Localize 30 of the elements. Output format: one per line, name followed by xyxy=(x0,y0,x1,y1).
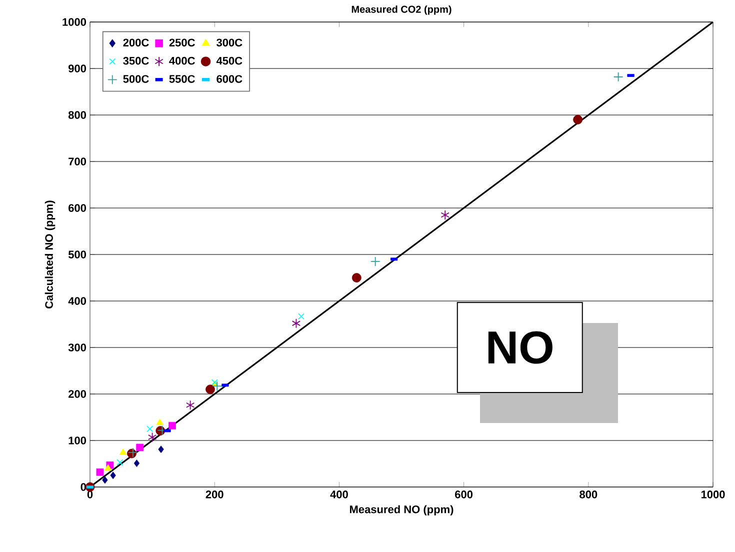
x-tick-label: 0 xyxy=(87,490,93,498)
legend-label: 550C xyxy=(169,75,195,83)
legend-label: 350C xyxy=(123,56,149,65)
x-tick-label: 400 xyxy=(330,490,348,498)
legend-label: 600C xyxy=(216,75,242,83)
legend-label: 500C xyxy=(123,75,149,83)
y-tick-label: 300 xyxy=(68,344,86,352)
y-axis-title: Calculated NO (ppm) xyxy=(44,200,56,308)
chart-title: Measured CO2 (ppm) xyxy=(352,5,452,15)
y-tick-label: 700 xyxy=(68,158,86,166)
x-tick-label: 1000 xyxy=(701,490,725,498)
y-tick-label: 200 xyxy=(68,390,86,398)
x-axis-title: Measured NO (ppm) xyxy=(350,505,454,516)
y-tick-label: 900 xyxy=(68,64,86,72)
y-tick-label: 100 xyxy=(68,436,86,444)
y-tick-label: 1000 xyxy=(62,18,86,26)
y-tick-label: 400 xyxy=(68,297,86,305)
x-tick-label: 600 xyxy=(455,490,473,498)
legend-label: 300C xyxy=(216,38,242,47)
y-tick-label: 500 xyxy=(68,250,86,258)
x-tick-label: 800 xyxy=(580,490,598,498)
legend-label: 450C xyxy=(216,56,242,65)
legend-label: 200C xyxy=(123,38,149,46)
annotation: NO xyxy=(488,331,552,364)
legend-label: 400C xyxy=(169,56,195,65)
legend-label: 250C xyxy=(169,38,195,46)
y-tick-label: 800 xyxy=(68,111,86,119)
y-tick-label: 0 xyxy=(80,483,86,491)
y-tick-label: 600 xyxy=(68,204,86,212)
x-tick-label: 200 xyxy=(206,490,224,498)
